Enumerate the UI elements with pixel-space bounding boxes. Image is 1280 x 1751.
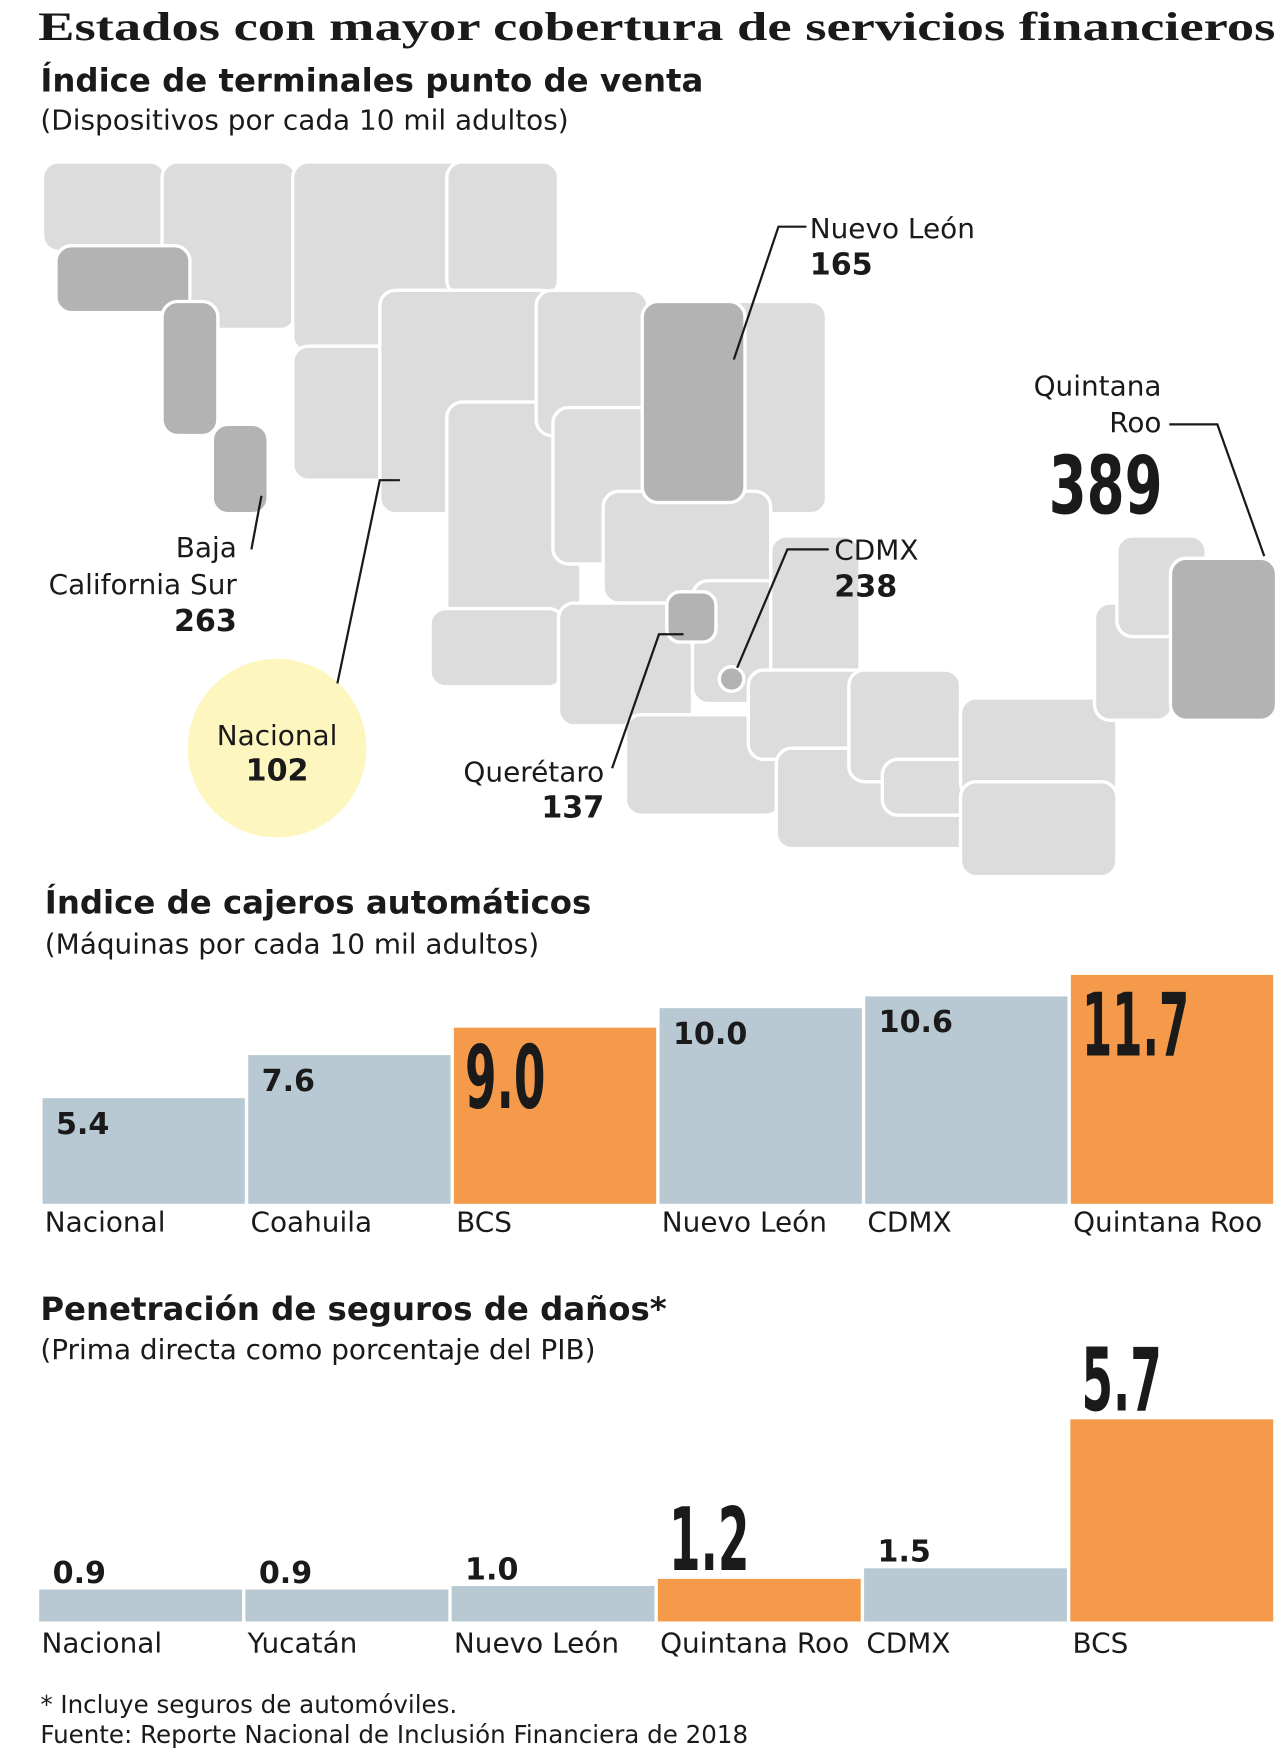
national-circle (187, 658, 367, 838)
region-value: 263 (174, 604, 237, 639)
atm-subtitle: (Máquinas por cada 10 mil adultos) (45, 928, 539, 961)
atm-title: Índice de cajeros automáticos (45, 883, 592, 921)
value-label: 10.6 (879, 1005, 953, 1040)
bar (453, 1027, 657, 1204)
category-label: BCS (456, 1206, 512, 1239)
region-value: 165 (810, 248, 873, 283)
value-label: 0.9 (259, 1556, 312, 1591)
insurance-title: Penetración de seguros de daños* (40, 1290, 666, 1328)
category-label: Nuevo León (454, 1627, 619, 1660)
value-label: 1.0 (465, 1552, 518, 1587)
bar (245, 1589, 449, 1622)
bar (1070, 1419, 1274, 1622)
value-label: 1.5 (877, 1535, 930, 1570)
region-label: Querétaro (463, 756, 604, 789)
insurance-subtitle: (Prima directa como porcentaje del PIB) (40, 1333, 595, 1366)
region-value: 238 (834, 569, 897, 604)
bar (42, 1098, 245, 1204)
map-title: Índice de terminales punto de venta (40, 62, 703, 100)
bar (864, 1568, 1067, 1622)
value-label: 7.6 (262, 1064, 315, 1099)
category-label: Nuevo León (662, 1206, 827, 1239)
value-label: 5.7 (1081, 1329, 1161, 1431)
region-label: CDMX (834, 533, 918, 566)
value-label: 1.2 (669, 1489, 749, 1591)
category-label: Quintana Roo (1073, 1206, 1262, 1239)
category-label: BCS (1073, 1627, 1129, 1660)
category-label: CDMX (866, 1627, 950, 1660)
region-value: 137 (541, 790, 604, 825)
region-value: 102 (246, 754, 309, 789)
region-label: Roo (1109, 406, 1161, 439)
bar (248, 1055, 451, 1204)
bar (865, 996, 1068, 1204)
category-label: Coahuila (250, 1206, 372, 1239)
value-label: 11.7 (1082, 974, 1189, 1076)
value-label: 10.0 (673, 1017, 747, 1052)
bar (659, 1008, 862, 1204)
bar (39, 1589, 243, 1622)
bar (1070, 974, 1274, 1204)
map-subtitle: (Dispositivos por cada 10 mil adultos) (40, 104, 568, 137)
value-label: 0.9 (53, 1556, 106, 1591)
region-label: California Sur (49, 568, 238, 601)
region-label: Nuevo León (810, 212, 975, 245)
value-label: 5.4 (56, 1107, 109, 1142)
region-label: Nacional (217, 719, 338, 752)
bar (451, 1586, 655, 1622)
region-value: 389 (1049, 439, 1163, 533)
page-title: Estados con mayor cobertura de servicios… (38, 4, 1275, 49)
source: Fuente: Reporte Nacional de Inclusión Fi… (40, 1720, 748, 1749)
category-label: Yucatán (247, 1627, 358, 1660)
category-label: Nacional (41, 1627, 162, 1660)
category-label: CDMX (867, 1206, 951, 1239)
map (40, 160, 1279, 879)
value-label: 9.0 (465, 1027, 545, 1129)
region-label: Quintana (1034, 369, 1162, 402)
region-label: Baja (176, 531, 237, 564)
footnote: * Incluye seguros de automóviles. (40, 1690, 457, 1719)
category-label: Nacional (45, 1206, 166, 1239)
bar (657, 1578, 861, 1622)
category-label: Quintana Roo (660, 1627, 849, 1660)
